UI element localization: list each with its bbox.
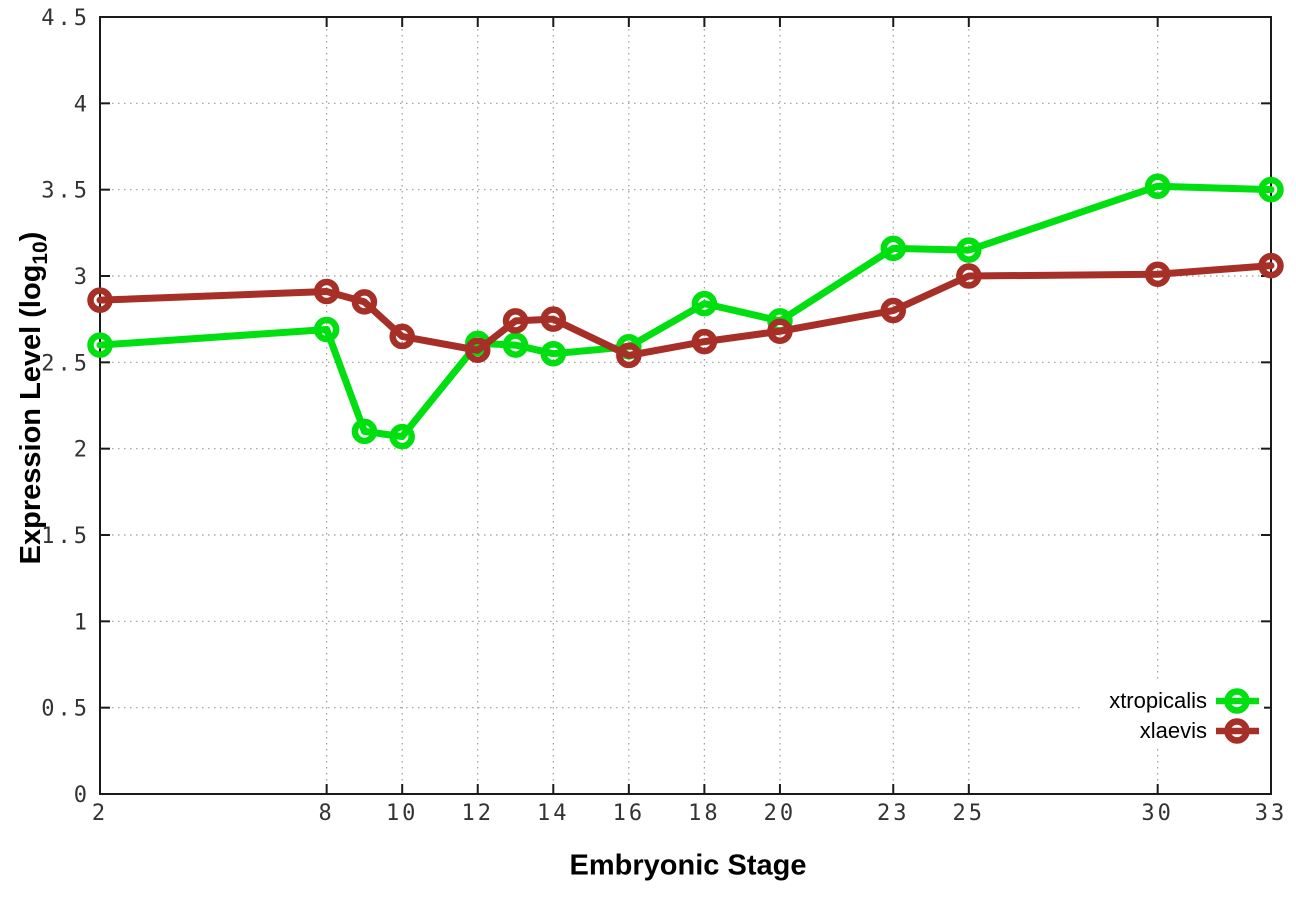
data-point-xtropicalis xyxy=(1258,176,1284,203)
x-tick-label: 10 xyxy=(386,801,419,826)
series-line-xtropicalis xyxy=(96,182,1275,441)
legend-label-xlaevis: xlaevis xyxy=(1140,718,1207,743)
legend-label-xtropicalis: xtropicalis xyxy=(1109,688,1207,713)
legend-sample-marker-xlaevis xyxy=(1224,718,1250,744)
plot-border xyxy=(99,16,1272,795)
y-tick-label: 2.5 xyxy=(41,351,90,376)
y-tick-label: 3 xyxy=(74,265,90,290)
x-tick-label: 25 xyxy=(953,801,986,826)
y-axis-label-text: Expression Level (log xyxy=(15,264,48,565)
x-tick-label: 8 xyxy=(319,801,335,826)
x-tick-label: 20 xyxy=(764,801,797,826)
legend-sample-marker-xtropicalis xyxy=(1224,688,1250,714)
data-point-xlaevis xyxy=(1258,252,1284,279)
data-point-xtropicalis xyxy=(540,340,567,367)
y-tick-label: 4 xyxy=(74,92,90,117)
y-tick-label: 1 xyxy=(74,610,90,635)
x-axis-label: Embryonic Stage xyxy=(569,849,807,882)
y-axis-label-close: ) xyxy=(15,231,48,242)
data-point-xtropicalis xyxy=(389,423,415,450)
x-tick-label: 16 xyxy=(613,801,646,826)
y-tick-label: 2 xyxy=(74,438,90,463)
y-tick-label: 0.5 xyxy=(41,697,90,722)
data-point-xlaevis xyxy=(87,287,113,313)
data-point-xlaevis xyxy=(351,289,378,315)
data-point-xtropicalis xyxy=(691,290,718,317)
data-point-xlaevis xyxy=(502,308,529,334)
data-point-xlaevis xyxy=(313,278,340,305)
data-point-xlaevis xyxy=(1144,261,1171,288)
y-tick-label: 0 xyxy=(74,783,90,808)
data-point-xlaevis xyxy=(956,263,982,289)
data-point-xlaevis xyxy=(691,328,718,355)
x-tick-label: 18 xyxy=(688,801,721,826)
data-point-xlaevis xyxy=(389,323,415,350)
y-tick-label: 1.5 xyxy=(41,524,90,549)
x-tick-label: 33 xyxy=(1255,801,1288,826)
y-axis-label-subscript: 10 xyxy=(28,241,52,265)
x-tick-label: 23 xyxy=(877,801,910,826)
y-tick-label: 3.5 xyxy=(41,179,90,204)
data-point-xlaevis xyxy=(540,306,567,332)
x-tick-label: 30 xyxy=(1141,801,1174,826)
data-point-xtropicalis xyxy=(502,332,529,358)
data-point-xtropicalis xyxy=(880,235,907,262)
data-point-xlaevis xyxy=(464,337,491,363)
data-point-xlaevis xyxy=(616,342,642,369)
x-tick-label: 2 xyxy=(92,801,108,826)
data-point-xtropicalis xyxy=(956,237,982,263)
data-point-xtropicalis xyxy=(351,418,378,445)
data-point-xtropicalis xyxy=(1144,173,1171,199)
data-point-xtropicalis xyxy=(313,316,340,343)
data-point-xlaevis xyxy=(767,318,793,345)
data-point-xtropicalis xyxy=(87,332,113,358)
y-axis-label: Expression Level (log10) xyxy=(15,232,53,565)
x-tick-label: 12 xyxy=(461,801,494,826)
data-point-xlaevis xyxy=(880,297,907,324)
y-tick-label: 4.5 xyxy=(41,6,90,31)
x-tick-label: 14 xyxy=(537,801,570,826)
